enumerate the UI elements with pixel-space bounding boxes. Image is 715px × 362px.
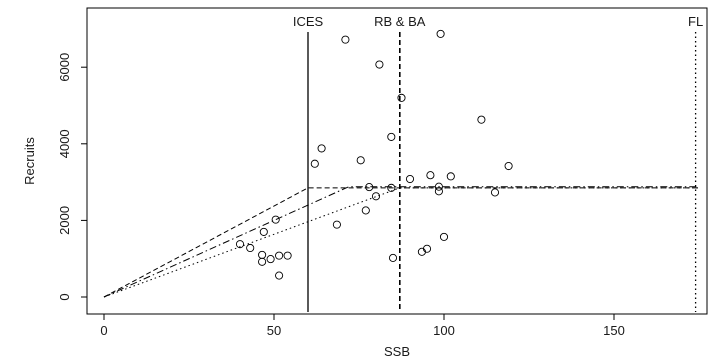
fit-curve-dotted [103, 187, 699, 298]
fit-curve-dashdot [103, 186, 699, 298]
y-tick-label: 2000 [57, 206, 72, 235]
y-axis-title: Recruits [22, 137, 37, 185]
data-point [422, 244, 432, 253]
data-point [436, 29, 445, 38]
data-point [283, 251, 292, 260]
y-tick-label: 4000 [57, 129, 72, 158]
fit-curve-dashed [103, 187, 699, 298]
data-point [266, 255, 275, 264]
x-axis-title: SSB [384, 344, 410, 359]
data-point [405, 174, 415, 184]
x-tick-label: 0 [100, 323, 107, 338]
data-point [271, 215, 280, 224]
data-point [371, 192, 381, 201]
data-point [375, 60, 384, 69]
fit-curves [103, 186, 699, 298]
x-tick-label: 100 [433, 323, 455, 338]
data-point [332, 220, 341, 229]
axes: 0 50 100 150 0 2000 4000 6000 [57, 7, 708, 338]
data-points [235, 29, 513, 280]
reference-line-label: FL [688, 14, 703, 29]
data-point [477, 115, 486, 124]
y-tick-label: 6000 [57, 53, 72, 82]
data-point [387, 132, 396, 141]
data-point [365, 183, 374, 192]
data-point [258, 250, 267, 259]
data-point [439, 232, 449, 241]
reference-line-label: ICES [293, 14, 324, 29]
data-point [426, 171, 435, 180]
data-point [490, 188, 500, 197]
data-point [235, 240, 245, 249]
reference-lines: ICES RB & BA FL [293, 14, 703, 312]
x-tick-label: 150 [603, 323, 625, 338]
data-point [341, 35, 350, 44]
y-tick-label: 0 [57, 293, 72, 300]
data-point [387, 183, 396, 192]
data-point [356, 156, 365, 165]
data-point [246, 243, 255, 253]
x-tick-label: 50 [267, 323, 281, 338]
data-point [361, 206, 370, 215]
data-point [504, 161, 513, 171]
data-point [275, 251, 284, 260]
reference-line-label: RB & BA [374, 14, 426, 29]
data-point [397, 93, 406, 102]
plot-frame [86, 7, 708, 315]
data-point [310, 159, 319, 168]
data-point [317, 144, 326, 153]
data-point [258, 257, 267, 266]
data-point [275, 271, 284, 280]
data-point [434, 187, 443, 196]
data-point [388, 253, 398, 262]
data-point [446, 172, 455, 181]
data-point [434, 182, 443, 191]
data-point [259, 227, 268, 236]
